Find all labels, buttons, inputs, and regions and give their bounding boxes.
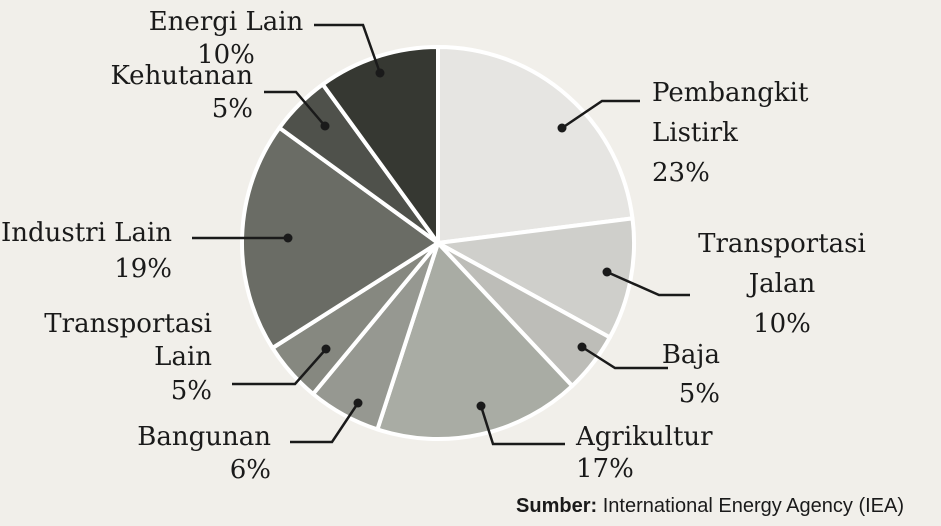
leader-dot-7	[320, 121, 330, 131]
leader-dot-2	[577, 342, 587, 352]
slice-name-label-6-0: Industri Lain	[1, 218, 172, 248]
source-note: Sumber: International Energy Agency (IEA…	[516, 495, 904, 517]
slice-name-label-4-0: Bangunan	[137, 422, 271, 452]
leader-dot-6	[283, 233, 293, 243]
slice-labels: Pembangkit Listirk 23% Transportasi Jalan 10%…	[1, 7, 866, 485]
leader-dot-4	[353, 398, 363, 408]
pie-slice-1	[436, 216, 637, 340]
slice-percent-label-4: 6%	[230, 455, 271, 485]
leader-line-2	[581, 345, 668, 370]
leader-dot-8	[375, 68, 385, 78]
slice-percent-label-8: 10%	[197, 40, 255, 70]
leader-line-8	[314, 23, 382, 74]
slice-percent-label-2: 5%	[679, 379, 720, 409]
leader-dot-1	[602, 267, 612, 277]
pie-slice-8	[320, 45, 440, 245]
pie-slice-0	[436, 45, 635, 245]
source-bold: Sumber:	[516, 495, 597, 517]
leader-line-3	[479, 405, 565, 446]
leader-dot-5	[321, 344, 331, 354]
leader-dot-0	[557, 123, 567, 133]
pie-slice-3	[375, 241, 575, 441]
slice-name-label-0-0: Pembangkit	[652, 78, 809, 108]
slice-name-label-1-1: Jalan	[746, 269, 816, 299]
slice-percent-label-7: 5%	[212, 94, 253, 124]
slice-name-label-0-1: Listirk	[652, 118, 738, 148]
slice-percent-label-5: 5%	[171, 376, 212, 406]
slice-name-label-8-0: Energi Lain	[149, 7, 304, 37]
slice-percent-label-6: 19%	[114, 254, 172, 284]
leader-line-4	[290, 402, 360, 444]
slice-name-label-5-0: Transportasi	[44, 309, 212, 339]
leader-lines	[192, 23, 690, 446]
slice-percent-label-3: 17%	[576, 454, 634, 484]
leader-line-7	[264, 90, 326, 127]
source-value: International Energy Agency (IEA)	[603, 495, 904, 517]
slice-percent-label-1: 10%	[753, 309, 811, 339]
slice-percent-label-0: 23%	[652, 158, 710, 188]
pie-slices	[239, 45, 637, 441]
leader-line-0	[561, 99, 640, 130]
slice-name-label-3-0: Agrikultur	[575, 422, 713, 452]
leader-line-1	[606, 270, 690, 297]
leader-dot-3	[476, 401, 486, 411]
leader-line-5	[232, 348, 327, 386]
slice-name-label-2-0: Baja	[662, 340, 720, 370]
slice-name-label-7-0: Kehutanan	[110, 61, 253, 91]
slice-name-label-5-1: Lain	[154, 342, 212, 372]
slice-name-label-1-0: Transportasi	[698, 229, 866, 259]
